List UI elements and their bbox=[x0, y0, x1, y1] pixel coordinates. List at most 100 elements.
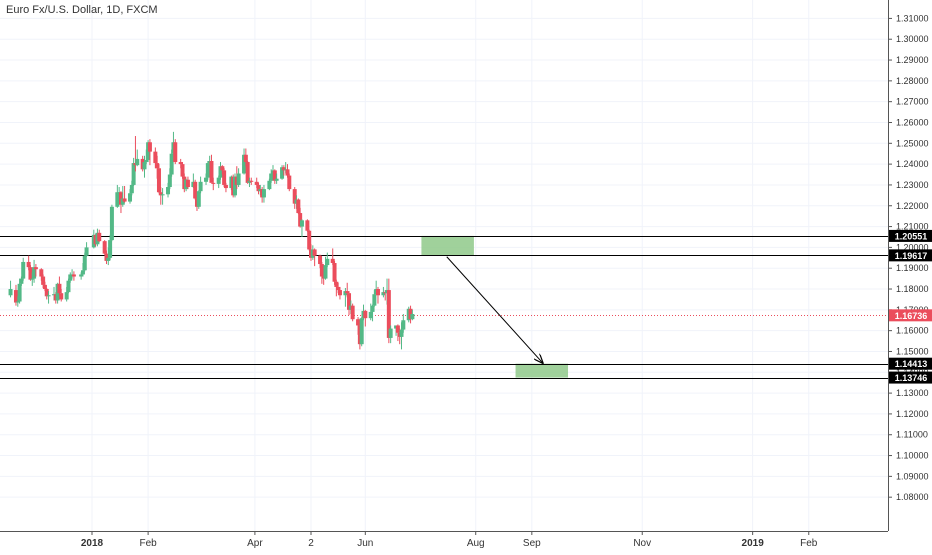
candle bbox=[97, 229, 102, 243]
projection-arrow[interactable] bbox=[446, 256, 543, 363]
x-tick-label: 2018 bbox=[81, 538, 104, 549]
candle-body bbox=[269, 173, 274, 181]
level-price-tag: 1.20551 bbox=[895, 231, 928, 241]
candle-body bbox=[216, 177, 221, 184]
candle-body bbox=[131, 163, 136, 185]
candle-body bbox=[33, 267, 38, 270]
candle bbox=[330, 248, 335, 266]
candle bbox=[299, 219, 304, 237]
candle bbox=[122, 185, 127, 203]
candle-body bbox=[160, 194, 165, 196]
candle bbox=[44, 287, 49, 300]
candle bbox=[57, 276, 62, 296]
candle-body bbox=[336, 286, 341, 291]
candle-body bbox=[15, 301, 20, 303]
candle-body bbox=[350, 305, 355, 320]
candle bbox=[169, 149, 174, 177]
candle-body bbox=[243, 154, 248, 163]
candle-body bbox=[41, 276, 46, 285]
candle-body bbox=[319, 264, 324, 277]
candle-body bbox=[359, 318, 364, 345]
y-tick-label: 1.18000 bbox=[896, 284, 929, 294]
x-tick-label: Sep bbox=[523, 538, 541, 549]
candle-body bbox=[129, 184, 134, 194]
y-tick-label: 1.23000 bbox=[896, 180, 929, 190]
candle-body bbox=[299, 220, 304, 227]
candle-body bbox=[167, 174, 172, 188]
candle-body bbox=[292, 189, 297, 204]
candle bbox=[370, 304, 375, 322]
y-tick-label: 1.20000 bbox=[896, 242, 929, 252]
candle-body bbox=[334, 281, 339, 287]
candle bbox=[312, 248, 317, 267]
candle bbox=[196, 190, 201, 209]
y-tick-label: 1.15000 bbox=[896, 346, 929, 356]
candle bbox=[287, 173, 292, 192]
candle-body bbox=[144, 159, 149, 163]
candle bbox=[68, 272, 73, 283]
current-price-tag: 1.16736 bbox=[895, 311, 928, 321]
candle-body bbox=[381, 292, 386, 296]
candle-body bbox=[71, 274, 76, 277]
candle bbox=[350, 303, 355, 322]
candle-body bbox=[193, 181, 198, 199]
x-tick-label: Aug bbox=[467, 538, 485, 549]
candle bbox=[142, 155, 147, 178]
candle-body bbox=[242, 154, 247, 174]
candle-body bbox=[173, 142, 178, 163]
x-tick-label: Feb bbox=[139, 538, 157, 549]
candle-body bbox=[296, 199, 301, 214]
candle-body bbox=[267, 180, 272, 190]
candle-body bbox=[232, 176, 237, 196]
candle bbox=[292, 187, 297, 209]
candle-body bbox=[68, 274, 73, 281]
candle-body bbox=[104, 253, 109, 261]
candle-body bbox=[399, 329, 404, 337]
candle bbox=[211, 177, 216, 191]
candle-body bbox=[178, 162, 183, 165]
x-tick-label: 2019 bbox=[742, 538, 765, 549]
candle-body bbox=[185, 179, 190, 188]
target-zone-1[interactable] bbox=[421, 235, 474, 256]
candle-body bbox=[166, 187, 171, 195]
y-tick-label: 1.22000 bbox=[896, 201, 929, 211]
candle bbox=[21, 257, 26, 281]
candle bbox=[198, 176, 203, 194]
x-tick-label: Apr bbox=[247, 538, 263, 549]
y-tick-label: 1.13000 bbox=[896, 388, 929, 398]
candle-body bbox=[122, 198, 127, 202]
y-tick-label: 1.11000 bbox=[896, 430, 928, 440]
candle-body bbox=[204, 177, 209, 182]
level-price-tag: 1.13746 bbox=[895, 373, 928, 383]
y-tick-label: 1.21000 bbox=[896, 222, 929, 232]
candle bbox=[410, 309, 415, 321]
candle-body bbox=[205, 163, 210, 178]
candle bbox=[209, 154, 214, 183]
candle bbox=[84, 242, 89, 257]
candle-body bbox=[84, 247, 89, 256]
y-tick-label: 1.30000 bbox=[896, 34, 929, 44]
plot-area bbox=[0, 131, 888, 379]
candle bbox=[66, 278, 71, 294]
candle bbox=[180, 162, 185, 179]
candle bbox=[8, 280, 13, 298]
candle bbox=[305, 219, 310, 232]
level-price-tag: 1.19617 bbox=[895, 251, 928, 261]
candle-body bbox=[147, 142, 152, 152]
candle-body bbox=[30, 278, 35, 280]
y-tick-label: 1.19000 bbox=[896, 263, 929, 273]
candle-body bbox=[223, 184, 228, 189]
candle-body bbox=[180, 164, 185, 177]
candle-body bbox=[254, 181, 259, 185]
candle-body bbox=[128, 193, 133, 202]
target-zone-2[interactable] bbox=[515, 363, 569, 378]
candle-body bbox=[158, 192, 163, 196]
candle-body bbox=[363, 310, 368, 319]
candle-body bbox=[21, 261, 26, 279]
candle bbox=[223, 182, 228, 193]
candle bbox=[135, 149, 140, 167]
candle bbox=[158, 187, 163, 205]
